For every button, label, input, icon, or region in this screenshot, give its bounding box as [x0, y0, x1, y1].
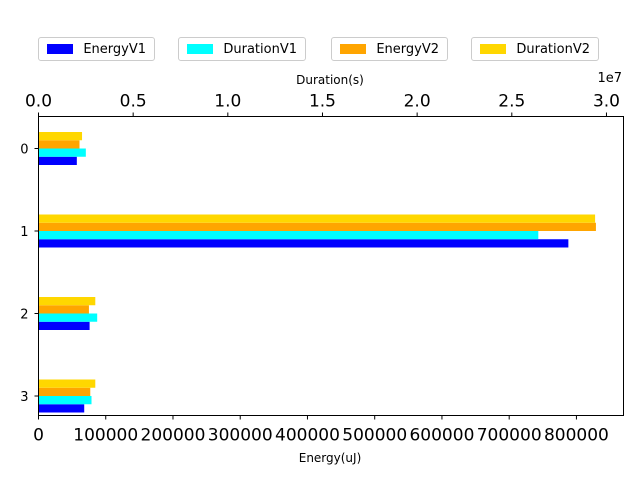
legend-swatch-energyv2 — [340, 44, 367, 54]
bottom-tick-label-600000: 600000 — [409, 426, 474, 446]
legend-item-durationv2: DurationV2 — [471, 37, 599, 61]
bar-energyv2-0 — [38, 140, 80, 149]
bottom-tick-label-500000: 500000 — [342, 426, 407, 446]
bar-energyv2-1 — [38, 222, 596, 231]
bar-durationv2-3 — [38, 379, 96, 388]
legend-label-durationv1: DurationV1 — [223, 41, 297, 57]
top-tick-label-1-5: 1.5 — [309, 92, 336, 112]
legend-item-energyv2: EnergyV2 — [331, 37, 448, 61]
legend-item-durationv1: DurationV1 — [178, 37, 306, 61]
bottom-axis-label: Energy(uJ) — [299, 451, 362, 465]
y-tick-label-0: 0 — [20, 143, 28, 158]
bar-durationv2-0 — [38, 132, 83, 141]
legend-swatch-durationv2 — [480, 44, 507, 54]
bar-durationv1-1 — [38, 231, 539, 240]
top-tick-label-2-0: 2.0 — [404, 92, 431, 112]
bottom-tick-label-100000: 100000 — [73, 426, 138, 446]
y-tick-label-3: 3 — [20, 390, 28, 405]
bar-durationv2-1 — [38, 214, 596, 223]
top-axis: 0.0 0.5 1.0 1.5 2.0 2.5 3.0 — [25, 92, 620, 117]
bottom-tick-label-400000: 400000 — [275, 426, 340, 446]
top-tick-label-3-0: 3.0 — [593, 92, 620, 112]
bar-durationv1-2 — [38, 313, 98, 322]
bar-durationv1-0 — [38, 148, 86, 157]
bar-durationv2-2 — [38, 297, 96, 306]
y-tick-label-2: 2 — [20, 308, 28, 323]
bottom-tick-label-0: 0 — [33, 426, 44, 446]
bars-layer — [38, 132, 596, 413]
bottom-tick-label-300000: 300000 — [208, 426, 273, 446]
bottom-tick-label-200000: 200000 — [141, 426, 206, 446]
top-axis-offset-text: 1e7 — [597, 71, 622, 86]
y-axis: 0 1 2 3 — [20, 143, 39, 405]
legend: EnergyV1 DurationV1 EnergyV2 DurationV2 — [0, 37, 640, 63]
bar-energyv2-2 — [38, 305, 89, 314]
top-axis-label: Duration(s) — [296, 73, 364, 87]
top-tick-label-0-0: 0.0 — [25, 92, 52, 112]
top-tick-label-0-5: 0.5 — [120, 92, 147, 112]
legend-swatch-durationv1 — [187, 44, 214, 54]
bar-energyv1-1 — [38, 239, 569, 248]
top-tick-label-2-5: 2.5 — [498, 92, 525, 112]
legend-label-durationv2: DurationV2 — [516, 41, 590, 57]
bottom-tick-label-800000: 800000 — [544, 426, 609, 446]
bar-energyv1-2 — [38, 321, 90, 330]
plot-frame — [38, 116, 624, 416]
bar-energyv1-3 — [38, 404, 85, 413]
legend-swatch-energyv1 — [47, 44, 74, 54]
y-tick-label-1: 1 — [20, 225, 28, 240]
legend-item-energyv1: EnergyV1 — [38, 37, 155, 61]
bar-durationv1-3 — [38, 396, 92, 405]
bar-energyv1-0 — [38, 156, 77, 165]
legend-label-energyv1: EnergyV1 — [83, 41, 146, 57]
bar-energyv2-3 — [38, 387, 91, 396]
bottom-axis: 0 100000 200000 300000 400000 500000 600000 700… — [33, 415, 609, 446]
legend-label-energyv2: EnergyV2 — [376, 41, 439, 57]
top-tick-label-1-0: 1.0 — [214, 92, 241, 112]
bottom-tick-label-700000: 700000 — [477, 426, 542, 446]
